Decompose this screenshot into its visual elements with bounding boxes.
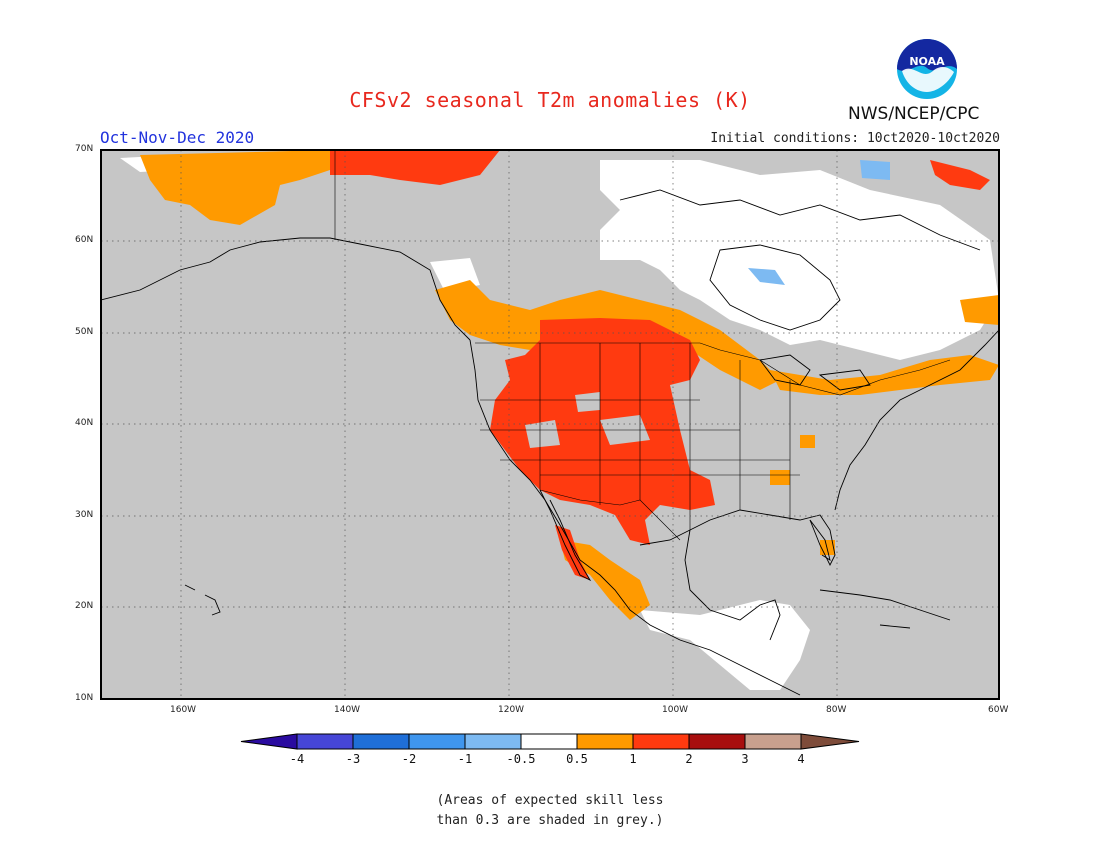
lat-label: 10N	[75, 693, 94, 703]
us-canada-border	[475, 342, 951, 396]
note-line: (Areas of expected skill less	[436, 793, 664, 808]
grey-hole-3	[575, 392, 600, 412]
orange-labrador	[960, 295, 999, 325]
map-frame	[100, 149, 1000, 700]
lat-label: 60N	[75, 235, 94, 245]
east-coast	[834, 329, 999, 511]
red-arctic	[330, 150, 500, 185]
coastlines	[101, 189, 999, 696]
state-lines	[480, 343, 800, 530]
initial-conditions: Initial conditions: 10ct2020-10ct2020	[710, 131, 1000, 146]
great-lakes	[759, 354, 871, 391]
lat-label: 50N	[75, 327, 94, 337]
lon-label: 120W	[498, 705, 525, 715]
grey-hole-2	[525, 420, 560, 448]
alaska-coast	[101, 237, 471, 341]
blue-hudson-bay	[748, 268, 785, 285]
skill-note: (Areas of expected skill less than 0.3 a…	[0, 791, 1100, 831]
lon-label: 80W	[826, 705, 847, 715]
lat-label: 70N	[75, 144, 94, 154]
map-title: CFSv2 seasonal T2m anomalies (K)	[349, 88, 751, 112]
lon-label: 160W	[170, 705, 197, 715]
graticule	[101, 150, 999, 699]
west-coast	[469, 339, 801, 696]
mexico-gulf	[684, 529, 781, 641]
borders	[334, 150, 951, 541]
lon-label: 100W	[662, 705, 689, 715]
white-region-mexico	[640, 600, 810, 690]
svg-text:NOAA: NOAA	[909, 55, 945, 68]
lat-label: 30N	[75, 510, 94, 520]
orange-great-lakes	[770, 355, 999, 395]
noaa-logo-icon: NOAA	[897, 39, 957, 99]
arctic-islands	[619, 189, 981, 251]
lat-label: 20N	[75, 601, 94, 611]
orange-alaska-north	[140, 150, 330, 225]
orange-pnw	[435, 280, 780, 390]
red-west-us	[490, 318, 715, 545]
forecast-period: Oct-Nov-Dec 2020	[100, 128, 255, 147]
anomaly-shading	[120, 150, 999, 690]
blue-arctic	[860, 160, 890, 180]
hawaii	[184, 584, 221, 616]
note-line: than 0.3 are shaded in grey.)	[436, 813, 664, 828]
lat-label: 40N	[75, 418, 94, 428]
white-region-canada	[600, 160, 999, 360]
orange-southeast	[770, 435, 835, 555]
us-mexico-border	[539, 489, 681, 541]
florida	[809, 519, 831, 561]
red-greenland	[930, 160, 990, 190]
hudson-bay	[709, 244, 841, 331]
caribbean	[819, 589, 951, 629]
organization-label: NWS/NCEP/CPC	[848, 104, 980, 124]
lon-label: 60W	[988, 705, 1009, 715]
lon-label: 140W	[334, 705, 361, 715]
